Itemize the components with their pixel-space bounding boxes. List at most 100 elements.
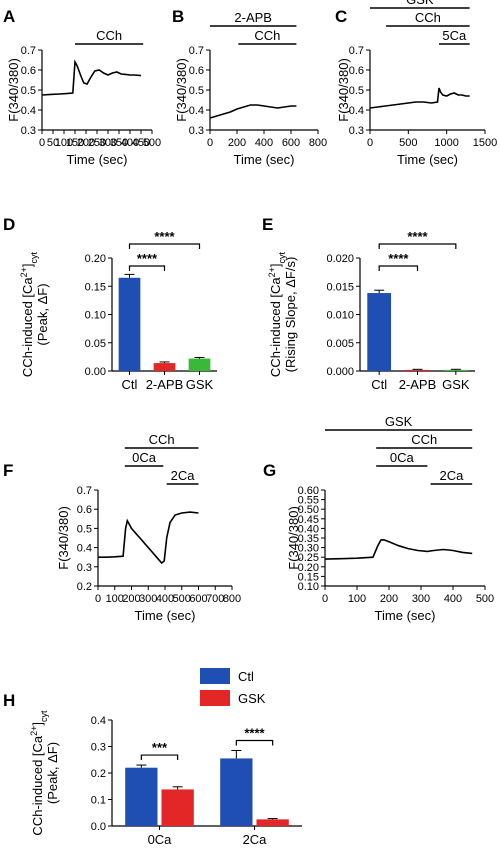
chart3-ytick-label: 0.00 [85,366,106,378]
chart6-annotation-label: CCh [411,432,437,447]
chart5-annotation-label: CCh [149,432,175,447]
chart4-ylabel: CCh-induced [Ca2+]cyt [267,251,287,377]
chart5-trace-line [98,511,199,565]
chart3-ytick-label: 0.20 [85,253,106,265]
chart6-xtick-label: 500 [476,593,494,605]
chart1-xtick-label: 0 [207,137,213,149]
chart6-trace-line [324,539,473,560]
chart0-xtick-label: 450 [132,137,150,149]
chart2-annotation-label: GSK [406,0,434,7]
chart7-bar-gsk [161,789,194,826]
chart2-trace-line [369,87,470,109]
chart4-category-label: Ctl [371,377,387,392]
chart4-ytick-label: 0.020 [326,253,354,265]
chart0-trace-line [41,59,142,96]
chart2-ytick-label: 0.7 [349,45,364,57]
chart6-ytick-label: 0.15 [298,571,319,583]
chart1-annotation-label: 2-APB [234,10,272,25]
chart7-panel-label: H [3,691,15,710]
chart6-ytick-label: 0.50 [298,504,319,516]
chart0-xtick-label: 350 [110,137,128,149]
chart7-significance-bracket [235,739,274,746]
chart5-ytick-label: 0.2 [77,581,92,593]
chart2-ylabel: F(340/380) [336,58,351,122]
chart6-panel-label: G [263,461,276,480]
chart1-ytick-label: 0.7 [189,45,204,57]
chart0-xtick-label: 150 [66,137,84,149]
chart0-xtick-label: 100 [55,137,73,149]
chart5-ytick-label: 0.7 [77,485,92,497]
chart3-significance-label: **** [137,251,158,266]
chart5-ylabel: F(340/380) [56,506,71,570]
chart5-ytick-label: 0.4 [77,543,92,555]
chart3-bar [118,277,141,371]
chart4-ylabel-post: ] [268,263,283,267]
chart6-xtick-label: 100 [348,593,366,605]
chart1-annotation-label: CCh [254,28,280,43]
chart4-significance-bracket [378,265,419,271]
chart6-xtick-label: 200 [380,593,398,605]
chart7-ytick-label: 0.0 [91,821,106,833]
chart3-significance-label: **** [154,229,175,244]
chart7-significance-bracket [140,754,179,761]
chart5-annotation-label: 2Ca [171,468,196,483]
chart3-ylabel: CCh-induced [Ca2+]cyt [19,251,39,377]
chart6-annotation-label: GSK [385,414,413,429]
chart6-ytick-label: 0.10 [298,581,319,593]
chart7-ytick-label: 0.1 [91,795,106,807]
chart4-bar [405,369,430,371]
chart0-ylabel: F(340/380) [6,58,21,122]
chart1-ylabel: F(340/380) [174,58,189,122]
chart6-ylabel: F(340/380) [286,506,301,570]
chart7-ylabel-post: ] [30,722,45,726]
chart1-xtick-label: 800 [309,137,327,149]
chart2-ytick-label: 0.3 [349,125,364,137]
chart6-xtick-label: 300 [412,593,430,605]
chart0-ytick-label: 0.6 [21,65,36,77]
chart1-ytick-label: 0.4 [189,105,204,117]
chart2-xtick-label: 1000 [434,137,458,149]
chart3-significance-bracket [128,243,201,249]
chart2-ytick-label: 0.6 [349,65,364,77]
chart4-ytick-label: 0.000 [326,366,354,378]
chart5-xtick-label: 300 [139,593,157,605]
chart3-ylabel-post: ] [20,263,35,267]
chart2-ytick-label: 0.4 [349,105,364,117]
chart5-xtick-label: 200 [122,593,140,605]
chart3-category-label: GSK [186,377,214,392]
chart2-annotation-label: CCh [415,10,441,25]
chart6-xtick-label: 400 [444,593,462,605]
chart4-ylabel-sub: cyt [277,251,287,263]
chart0-panel-label: A [3,7,15,26]
chart3-ytick-label: 0.10 [85,310,106,322]
chart3-bar [153,363,176,371]
chart3-significance-bracket [128,265,166,271]
chart7-significance-label: *** [152,740,168,755]
chart6-ytick-label: 0.25 [298,552,319,564]
chart4-ytick-label: 0.015 [326,281,354,293]
chart0-ytick-label: 0.4 [21,105,36,117]
chart5-xtick-label: 100 [106,593,124,605]
chart2-xtick-label: 500 [399,137,417,149]
chart1-xlabel: Time (sec) [234,152,295,167]
chart2-xtick-label: 0 [367,137,373,149]
chart7-ylabel: CCh-induced [Ca2+]cyt [29,710,49,836]
chart4-ylabel-pre: CCh-induced [Ca [268,277,283,377]
chart7-category-label: 0Ca [148,832,173,847]
chart6-xtick-label: 0 [322,593,328,605]
chart1-ytick-label: 0.3 [189,125,204,137]
chart5-xlabel: Time (sec) [135,608,196,623]
chart5-panel-label: F [3,461,13,480]
chart5-xtick-label: 700 [206,593,224,605]
chart4-significance-label: **** [407,229,428,244]
chart4-category-label: GSK [442,377,470,392]
chart7-bar-ctl [125,767,158,826]
chart6-ytick-label: 0.35 [298,533,319,545]
chart2-xtick-label: 1500 [473,137,497,149]
chart6-annotation-label: 2Ca [439,468,464,483]
chart2-panel-label: C [335,7,347,26]
chart4-bar [367,293,392,371]
chart0-xtick-label: 500 [143,137,161,149]
chart0-xtick-label: 400 [121,137,139,149]
